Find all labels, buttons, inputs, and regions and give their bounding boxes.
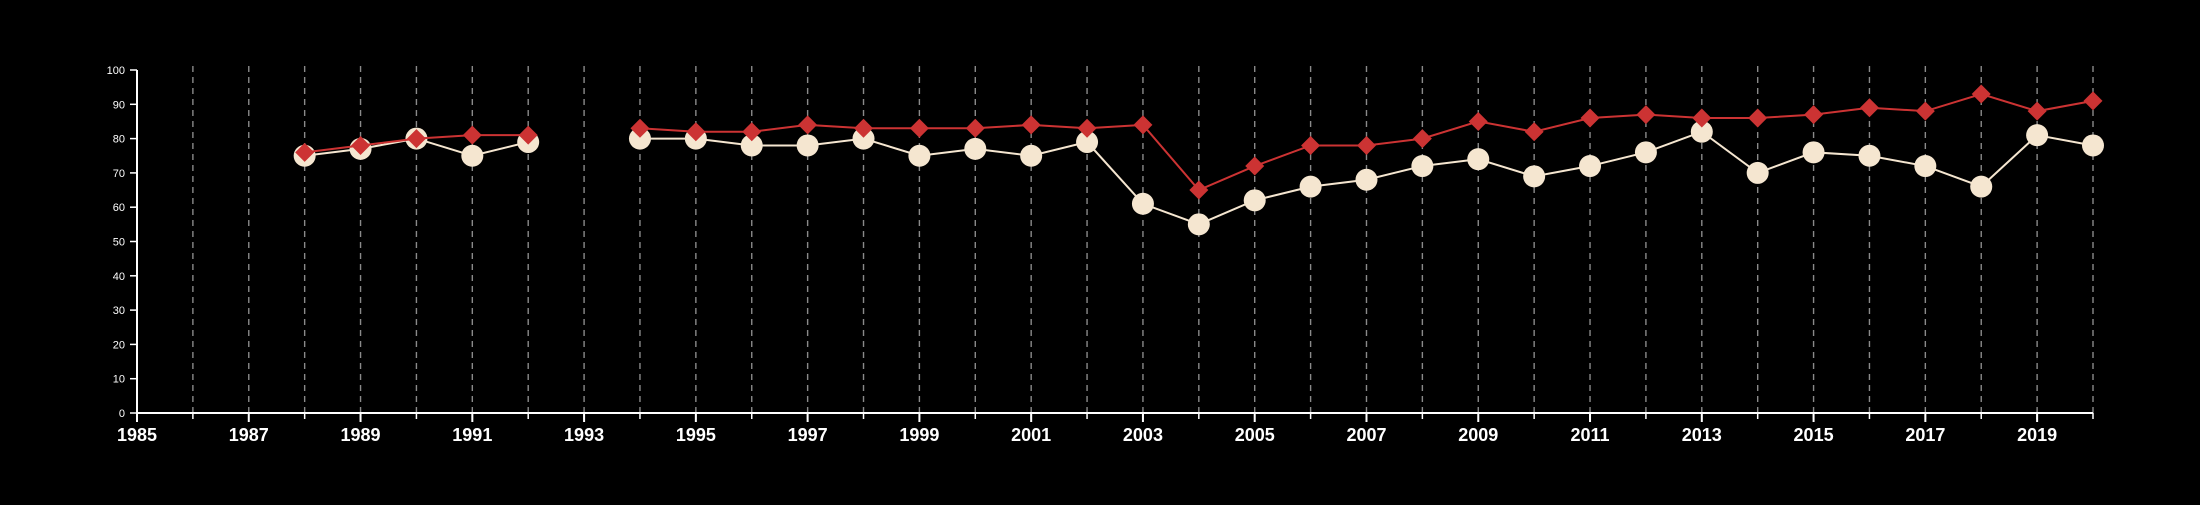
x-tick-label: 2019: [2017, 425, 2057, 445]
data-point-diamond: [1971, 84, 1991, 104]
y-tick-label: 80: [113, 134, 125, 146]
data-point-diamond: [1468, 111, 1488, 131]
data-point-circle: [1467, 148, 1490, 171]
data-point-diamond: [965, 118, 985, 138]
data-point-circle: [1076, 131, 1099, 154]
data-point-circle: [964, 137, 987, 160]
data-point-circle: [1579, 155, 1602, 178]
data-point-diamond: [1524, 122, 1544, 142]
data-point-circle: [628, 127, 651, 150]
data-point-diamond: [462, 125, 482, 145]
data-point-diamond: [1245, 156, 1265, 176]
x-tick-label: 2007: [1346, 425, 1386, 445]
x-tick-label: 1991: [452, 425, 492, 445]
data-point-diamond: [2083, 91, 2103, 111]
data-point-circle: [740, 134, 763, 157]
data-point-diamond: [742, 122, 762, 142]
data-point-diamond: [1580, 108, 1600, 128]
data-point-circle: [1187, 213, 1210, 236]
data-point-circle: [1690, 120, 1713, 143]
data-point-circle: [1523, 165, 1546, 188]
axes: 0 10 20 30 40 50 60 70 80 90 100 1985 1987 1989 1991 19…: [107, 65, 2094, 445]
data-point-diamond: [1915, 101, 1935, 121]
data-point-diamond: [1356, 135, 1376, 155]
data-point-diamond: [686, 122, 706, 142]
data-point-circle: [461, 144, 484, 167]
data-point-diamond: [518, 125, 538, 145]
y-tick-label: 40: [113, 271, 125, 283]
x-tick-label: 2015: [1794, 425, 1834, 445]
data-point-diamond: [909, 118, 929, 138]
data-point-diamond: [1748, 108, 1768, 128]
y-tick-label: 70: [113, 168, 125, 180]
series-red-diamond: [295, 84, 2103, 200]
data-point-diamond: [351, 135, 371, 155]
x-tick-label: 2013: [1682, 425, 1722, 445]
data-point-circle: [1355, 168, 1378, 191]
data-point-diamond: [798, 115, 818, 135]
data-point-diamond: [406, 129, 426, 149]
y-tick-label: 90: [113, 99, 125, 111]
data-point-diamond: [1189, 180, 1209, 200]
data-point-diamond: [1804, 105, 1824, 125]
data-point-circle: [852, 127, 875, 150]
x-tick-label: 1993: [564, 425, 604, 445]
x-tick-label: 2017: [1905, 425, 1945, 445]
data-point-diamond: [1692, 108, 1712, 128]
y-tick-label: 30: [113, 305, 125, 317]
data-point-circle: [1020, 144, 1043, 167]
y-tick-label: 60: [113, 202, 125, 214]
data-point-circle: [796, 134, 819, 157]
x-tick-label: 2011: [1570, 425, 1609, 445]
data-point-diamond: [2027, 101, 2047, 121]
x-tick-label: 2003: [1123, 425, 1163, 445]
series-layer: [293, 84, 2104, 236]
x-tick-label: 1997: [788, 425, 828, 445]
x-tick-label: 2001: [1011, 425, 1051, 445]
data-point-diamond: [1301, 135, 1321, 155]
x-tick-label: 1987: [229, 425, 269, 445]
x-tick-label: 2009: [1458, 425, 1498, 445]
data-point-diamond: [1133, 115, 1153, 135]
data-point-diamond: [1021, 115, 1041, 135]
data-point-diamond: [1859, 98, 1879, 118]
x-tick-label: 2005: [1235, 425, 1275, 445]
data-point-diamond: [1412, 129, 1432, 149]
data-point-circle: [1970, 175, 1993, 198]
data-point-diamond: [1077, 118, 1097, 138]
data-point-diamond: [1636, 105, 1656, 125]
data-point-circle: [908, 144, 931, 167]
data-point-circle: [1802, 141, 1825, 164]
data-point-circle: [1131, 192, 1154, 215]
data-point-circle: [2026, 124, 2049, 147]
data-point-circle: [2082, 134, 2104, 157]
x-tick-label: 1995: [676, 425, 716, 445]
y-tick-label: 0: [119, 408, 125, 420]
data-point-circle: [1411, 155, 1434, 178]
y-tick-label: 100: [107, 65, 125, 77]
y-tick-label: 10: [113, 374, 125, 386]
y-tick-label: 50: [113, 237, 125, 249]
data-point-circle: [1746, 161, 1769, 184]
x-tick-label: 1985: [117, 425, 157, 445]
data-point-diamond: [854, 118, 874, 138]
data-point-circle: [1299, 175, 1322, 198]
data-point-circle: [1243, 189, 1266, 212]
data-point-diamond: [295, 142, 315, 162]
x-tick-label: 1989: [341, 425, 381, 445]
data-point-circle: [1858, 144, 1881, 167]
x-tick-label: 1999: [899, 425, 939, 445]
data-point-diamond: [630, 118, 650, 138]
data-point-circle: [1634, 141, 1657, 164]
data-point-circle: [1914, 155, 1937, 178]
y-tick-label: 20: [113, 339, 125, 351]
